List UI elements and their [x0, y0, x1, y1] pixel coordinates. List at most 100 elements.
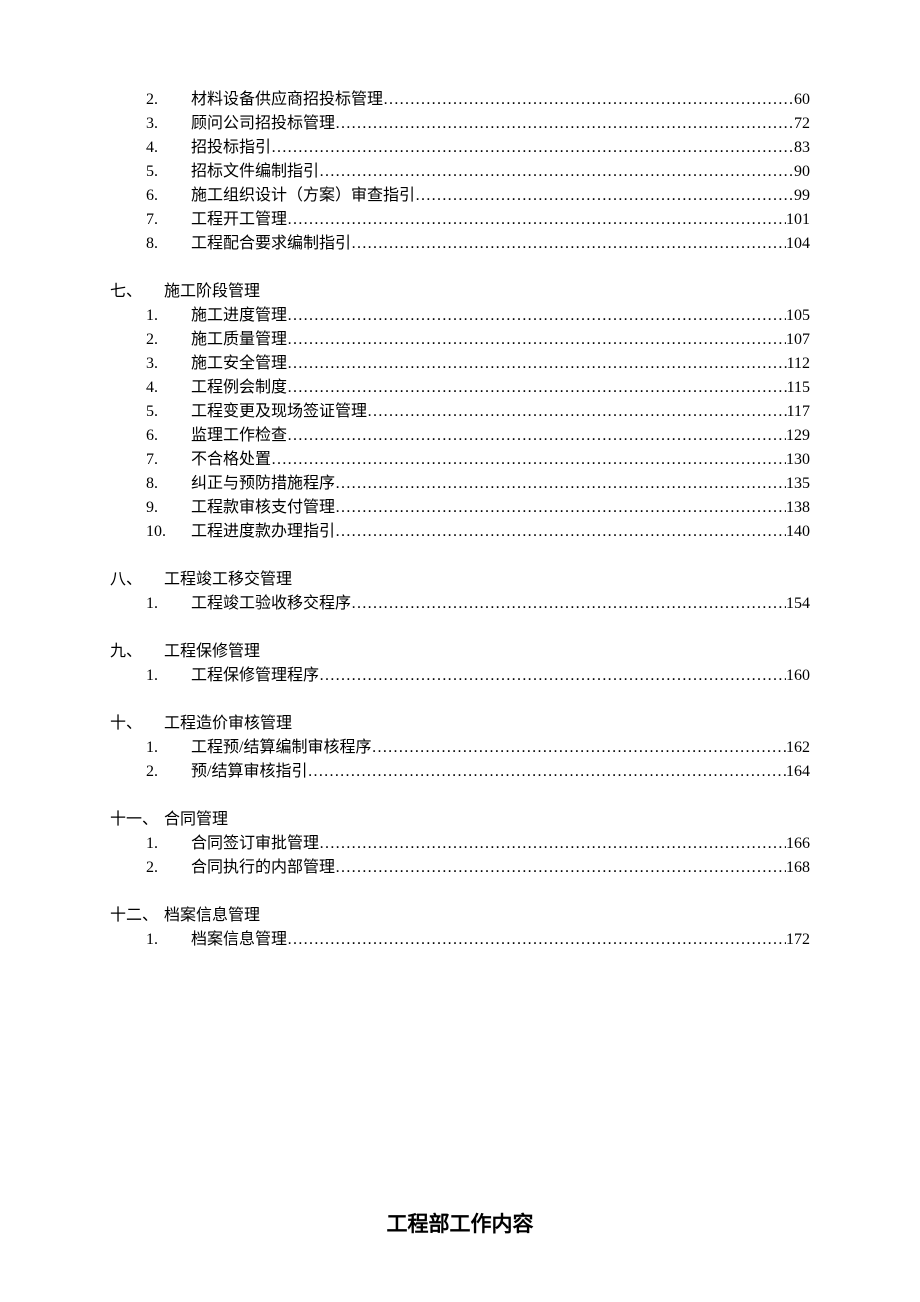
toc-entry: 1.工程竣工验收移交程序……………………………………………………………………………: [110, 592, 810, 616]
toc-entry-number: 2.: [146, 88, 191, 112]
toc-entry-page: 99: [794, 184, 810, 208]
toc-entry: 1.工程预/结算编制审核程序………………………………………………………………………: [110, 736, 810, 760]
toc-entry: 5.工程变更及现场签证管理…………………………………………………………………………: [110, 400, 810, 424]
toc-section-title: 工程竣工移交管理: [164, 568, 292, 592]
toc-entry-number: 10.: [146, 520, 191, 544]
toc-entry: 7.工程开工管理………………………………………………………………………………………: [110, 208, 810, 232]
toc-entry-leader-dots: ……………………………………………………………………………………………………………: [367, 400, 787, 424]
toc-entry: 8.工程配合要求编制指引……………………………………………………………………………: [110, 232, 810, 256]
page-bottom-title: 工程部工作内容: [0, 1208, 920, 1238]
toc-entry-number: 1.: [146, 928, 191, 952]
toc-entry-title: 合同签订审批管理: [191, 832, 319, 856]
toc-entry-page: 172: [786, 928, 810, 952]
toc-section-number: 八、: [110, 568, 164, 592]
toc-entry-number: 1.: [146, 736, 191, 760]
toc-section-header: 十二、档案信息管理: [110, 904, 810, 928]
toc-entry-title: 合同执行的内部管理: [191, 856, 335, 880]
toc-entry-title: 工程保修管理程序: [191, 664, 319, 688]
toc-entry-page: 162: [786, 736, 810, 760]
toc-entry: 2.施工质量管理………………………………………………………………………………………: [110, 328, 810, 352]
toc-entry-title: 招投标指引: [191, 136, 271, 160]
toc-entry-number: 1.: [146, 832, 191, 856]
toc-entry-page: 90: [794, 160, 810, 184]
toc-entry-page: 83: [794, 136, 810, 160]
toc-entry-title: 施工进度管理: [191, 304, 287, 328]
toc-section-number: 十、: [110, 712, 164, 736]
table-of-contents: 2.材料设备供应商招投标管理………………………………………………………………………: [110, 88, 810, 952]
toc-entry-number: 8.: [146, 472, 191, 496]
toc-section-header: 八、工程竣工移交管理: [110, 568, 810, 592]
toc-entry: 2.预/结算审核指引…………………………………………………………………………………: [110, 760, 810, 784]
toc-entry-leader-dots: ……………………………………………………………………………………………………………: [351, 592, 786, 616]
toc-entry-title: 施工组织设计（方案）审查指引: [191, 184, 415, 208]
toc-entry-page: 138: [786, 496, 810, 520]
toc-entry-number: 7.: [146, 448, 191, 472]
toc-section-title: 工程保修管理: [164, 640, 260, 664]
toc-entry-leader-dots: ……………………………………………………………………………………………………………: [335, 496, 786, 520]
toc-entry-page: 160: [786, 664, 810, 688]
toc-entry-title: 纠正与预防措施程序: [191, 472, 335, 496]
toc-entry-leader-dots: ……………………………………………………………………………………………………………: [287, 208, 786, 232]
toc-entry: 1.合同签订审批管理…………………………………………………………………………………: [110, 832, 810, 856]
toc-entry-title: 材料设备供应商招投标管理: [191, 88, 383, 112]
toc-section-title: 档案信息管理: [164, 904, 260, 928]
toc-entry-leader-dots: ……………………………………………………………………………………………………………: [415, 184, 794, 208]
toc-entry: 1.工程保修管理程序…………………………………………………………………………………: [110, 664, 810, 688]
toc-entry-number: 5.: [146, 400, 191, 424]
toc-entry-title: 工程进度款办理指引: [191, 520, 335, 544]
toc-entry-page: 72: [794, 112, 810, 136]
toc-entry-leader-dots: ……………………………………………………………………………………………………………: [307, 760, 786, 784]
toc-entry: 1.档案信息管理………………………………………………………………………………………: [110, 928, 810, 952]
toc-entry-leader-dots: ……………………………………………………………………………………………………………: [271, 136, 794, 160]
toc-entry-leader-dots: ……………………………………………………………………………………………………………: [383, 88, 794, 112]
toc-entry-number: 2.: [146, 760, 191, 784]
toc-entry: 3.顾问公司招投标管理………………………………………………………………………………: [110, 112, 810, 136]
toc-entry: 2.材料设备供应商招投标管理………………………………………………………………………: [110, 88, 810, 112]
toc-entry-number: 3.: [146, 112, 191, 136]
toc-entry-title: 监理工作检查: [191, 424, 287, 448]
toc-entry-page: 166: [786, 832, 810, 856]
toc-entry-page: 105: [786, 304, 810, 328]
toc-entry-page: 107: [786, 328, 810, 352]
toc-entry-title: 工程变更及现场签证管理: [191, 400, 367, 424]
toc-entry-number: 6.: [146, 184, 191, 208]
toc-entry-page: 130: [786, 448, 810, 472]
toc-entry-page: 104: [786, 232, 810, 256]
toc-section-header: 九、工程保修管理: [110, 640, 810, 664]
toc-entry-page: 117: [787, 400, 810, 424]
toc-entry-number: 1.: [146, 592, 191, 616]
toc-entry-leader-dots: ……………………………………………………………………………………………………………: [351, 232, 786, 256]
toc-entry: 5.招标文件编制指引…………………………………………………………………………………: [110, 160, 810, 184]
toc-entry-title: 工程竣工验收移交程序: [191, 592, 351, 616]
toc-entry-leader-dots: ……………………………………………………………………………………………………………: [335, 520, 786, 544]
toc-entry-title: 工程款审核支付管理: [191, 496, 335, 520]
toc-entry: 4.工程例会制度………………………………………………………………………………………: [110, 376, 810, 400]
toc-entry-leader-dots: ……………………………………………………………………………………………………………: [287, 352, 787, 376]
toc-entry-page: 135: [786, 472, 810, 496]
toc-entry-page: 154: [786, 592, 810, 616]
toc-entry-leader-dots: ……………………………………………………………………………………………………………: [319, 664, 786, 688]
toc-entry-leader-dots: ……………………………………………………………………………………………………………: [371, 736, 786, 760]
toc-entry-title: 不合格处置: [191, 448, 271, 472]
toc-entry-title: 预/结算审核指引: [191, 760, 307, 784]
toc-entry: 1.施工进度管理………………………………………………………………………………………: [110, 304, 810, 328]
toc-entry-leader-dots: ……………………………………………………………………………………………………………: [271, 448, 786, 472]
toc-entry: 10.工程进度款办理指引……………………………………………………………………………: [110, 520, 810, 544]
toc-entry-title: 顾问公司招投标管理: [191, 112, 335, 136]
toc-entry: 6.施工组织设计（方案）审查指引…………………………………………………………………: [110, 184, 810, 208]
toc-section-header: 十一、合同管理: [110, 808, 810, 832]
toc-section-number: 七、: [110, 280, 164, 304]
toc-entry-number: 1.: [146, 304, 191, 328]
toc-section-title: 工程造价审核管理: [164, 712, 292, 736]
toc-entry-number: 4.: [146, 136, 191, 160]
toc-section-title: 施工阶段管理: [164, 280, 260, 304]
toc-section-header: 十、工程造价审核管理: [110, 712, 810, 736]
toc-entry-number: 1.: [146, 664, 191, 688]
toc-entry: 3.施工安全管理………………………………………………………………………………………: [110, 352, 810, 376]
toc-entry-page: 112: [787, 352, 810, 376]
toc-entry-title: 档案信息管理: [191, 928, 287, 952]
toc-entry-page: 129: [786, 424, 810, 448]
toc-section-title: 合同管理: [164, 808, 228, 832]
toc-entry-number: 2.: [146, 328, 191, 352]
toc-entry: 6.监理工作检查………………………………………………………………………………………: [110, 424, 810, 448]
